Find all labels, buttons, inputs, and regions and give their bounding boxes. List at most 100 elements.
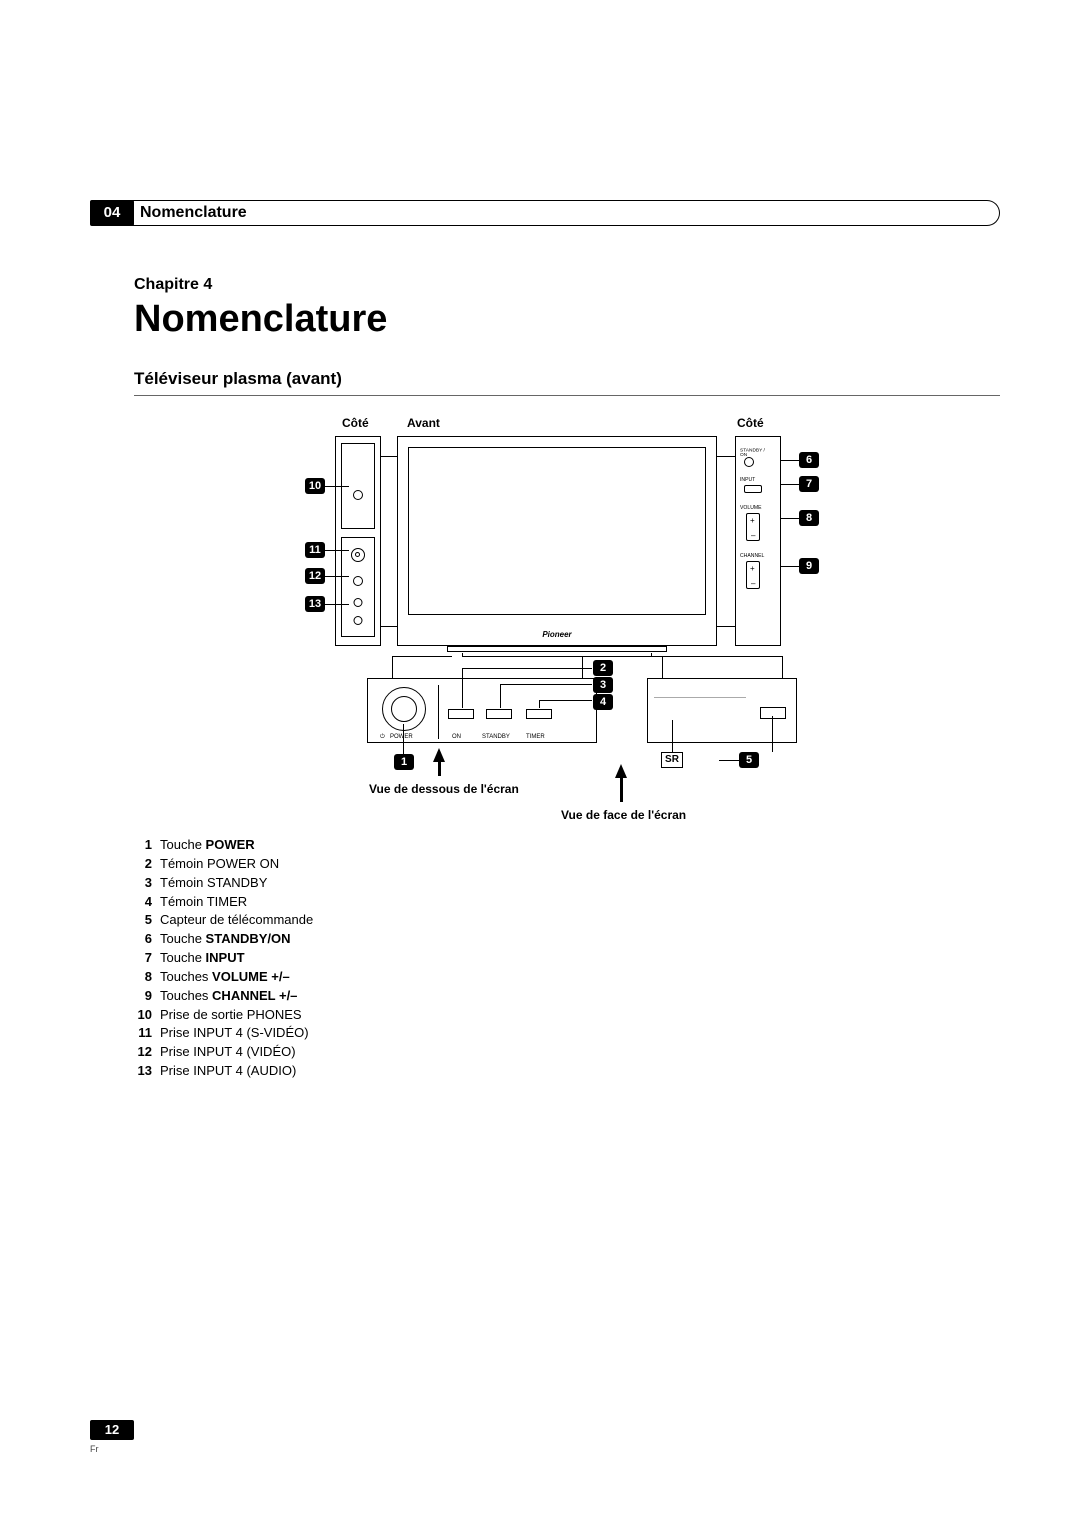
label-on: ON: [452, 734, 461, 740]
phones-jack-icon: [353, 490, 363, 500]
lead-line: [500, 684, 501, 708]
lead-line: [381, 456, 397, 457]
power-button-ring: [382, 687, 426, 731]
legend-item: 10Prise de sortie PHONES: [134, 1006, 1000, 1025]
lead-line: [462, 668, 463, 708]
section-subtitle: Téléviseur plasma (avant): [134, 369, 1000, 396]
remote-sensor-window: [760, 707, 786, 719]
detail-line: [654, 697, 746, 698]
section-title-bar: Nomenclature: [130, 200, 1000, 226]
callout-9: 9: [799, 558, 819, 574]
label-timer: TIMER: [526, 734, 545, 740]
arrow-shaft: [438, 760, 441, 776]
tv-screen: [408, 447, 706, 615]
label-front: Avant: [407, 416, 440, 430]
callout-5: 5: [739, 752, 759, 768]
label-volume: VOLUME: [740, 505, 762, 510]
lead-line: [717, 626, 735, 627]
lead-line: [403, 724, 404, 754]
right-side-panel: STANDBY / ON INPUT VOLUME + – CHANNEL + …: [735, 436, 781, 646]
legend-item: 13Prise INPUT 4 (AUDIO): [134, 1062, 1000, 1081]
tv-front-diagram: Côté Avant Côté Pioneer: [217, 416, 917, 826]
channel-rocker-icon: + –: [746, 561, 760, 589]
callout-1: 1: [394, 754, 414, 770]
sr-label: SR: [661, 752, 683, 768]
legend-item: 4Témoin TIMER: [134, 893, 1000, 912]
lead-line: [325, 604, 349, 605]
lead-line: [719, 760, 739, 761]
bottom-left-detail: ⏻ POWER ON STANDBY TIMER: [367, 678, 597, 743]
label-input: INPUT: [740, 477, 755, 482]
page-lang: Fr: [90, 1444, 99, 1454]
left-side-panel: [335, 436, 381, 646]
lead-line: [672, 720, 673, 752]
audio-jack-r-icon: [354, 616, 363, 625]
lead-line: [781, 484, 799, 485]
label-side-left: Côté: [342, 416, 369, 430]
callout-3: 3: [593, 677, 613, 693]
lead-line: [325, 550, 349, 551]
lead-line: [325, 486, 349, 487]
volume-rocker-icon: + –: [746, 513, 760, 541]
callout-4: 4: [593, 694, 613, 710]
standby-on-button-icon: [744, 457, 754, 467]
lead-line: [325, 576, 349, 577]
lead-line: [539, 700, 592, 701]
tv-stand: [447, 646, 667, 652]
legend-item: 8Touches VOLUME +/–: [134, 968, 1000, 987]
bottom-right-detail: [647, 678, 797, 743]
arrow-shaft: [620, 776, 623, 802]
lead-line: [547, 656, 582, 657]
divider: [438, 685, 439, 739]
left-group-bottom: [341, 537, 375, 637]
power-icon: ⏻: [380, 734, 385, 740]
lead-line: [392, 656, 393, 678]
svideo-jack-icon: [351, 548, 365, 562]
label-power: POWER: [390, 734, 413, 740]
lead-line: [462, 668, 592, 669]
label-side-right: Côté: [737, 416, 764, 430]
legend-item: 6Touche STANDBY/ON: [134, 930, 1000, 949]
lead-line: [717, 456, 735, 457]
lead-line: [500, 684, 592, 685]
page-title: Nomenclature: [134, 298, 1000, 341]
lead-line: [782, 656, 783, 678]
callout-11: 11: [305, 542, 325, 558]
label-channel: CHANNEL: [740, 553, 764, 558]
page-number-badge: 12: [90, 1420, 134, 1440]
lead-line: [781, 460, 799, 461]
callout-12: 12: [305, 568, 325, 584]
callout-7: 7: [799, 476, 819, 492]
section-header: 04 Nomenclature: [90, 200, 1000, 228]
legend-item: 3Témoin STANDBY: [134, 874, 1000, 893]
label-standby-on: STANDBY / ON: [740, 448, 772, 458]
video-jack-icon: [353, 576, 363, 586]
tv-brand-logo: Pioneer: [542, 630, 571, 639]
chapter-label: Chapitre 4: [134, 276, 1000, 294]
lead-line: [381, 626, 397, 627]
callout-2: 2: [593, 660, 613, 676]
lead-line: [772, 716, 773, 752]
lead-line: [781, 518, 799, 519]
callout-10: 10: [305, 478, 325, 494]
lead-line: [392, 656, 452, 657]
legend-item: 2Témoin POWER ON: [134, 855, 1000, 874]
tv-outline: Pioneer: [397, 436, 717, 646]
legend-item: 12Prise INPUT 4 (VIDÉO): [134, 1043, 1000, 1062]
lead-line: [539, 700, 540, 708]
section-number-badge: 04: [90, 200, 134, 226]
callout-8: 8: [799, 510, 819, 526]
lead-line: [582, 656, 583, 678]
legend-item: 9Touches CHANNEL +/–: [134, 987, 1000, 1006]
audio-jack-l-icon: [354, 598, 363, 607]
input-button-icon: [744, 485, 762, 493]
legend-item: 1Touche POWER: [134, 836, 1000, 855]
lead-line: [781, 566, 799, 567]
caption-bottom-right: Vue de face de l'écran: [561, 808, 686, 822]
legend-list: 1Touche POWER 2Témoin POWER ON 3Témoin S…: [134, 836, 1000, 1081]
legend-item: 11Prise INPUT 4 (S-VIDÉO): [134, 1024, 1000, 1043]
legend-item: 5Capteur de télécommande: [134, 911, 1000, 930]
legend-item: 7Touche INPUT: [134, 949, 1000, 968]
callout-13: 13: [305, 596, 325, 612]
label-standby: STANDBY: [482, 734, 510, 740]
